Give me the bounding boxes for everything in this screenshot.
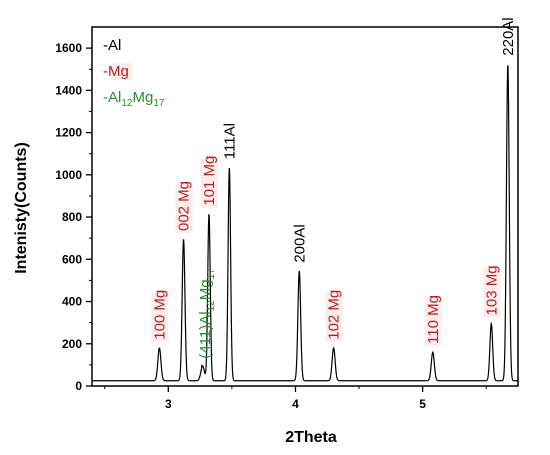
legend-mid: Mg (132, 89, 153, 106)
peak-annotation: 200Al (291, 224, 308, 262)
peak-label: 103 Mg (483, 265, 500, 315)
x-axis-label: 2Theta (285, 429, 337, 446)
legend-entry: -Mg (103, 63, 129, 80)
peak-label: 111Al (221, 123, 238, 159)
y-tick-label: 1400 (55, 83, 82, 97)
peak-annotation: 111Al (221, 123, 238, 159)
peak-label: 200Al (291, 224, 308, 262)
x-tick-label: 4 (292, 397, 299, 411)
legend-sub2: 17 (153, 98, 165, 109)
x-tick-label: 5 (419, 397, 426, 411)
peak-annotation: 110 Mg (424, 295, 442, 346)
legend: -Al-Mg-Al12Mg17 (103, 37, 165, 109)
peak-label: 100 Mg (151, 290, 168, 340)
x-axis: 3 4 5 (104, 386, 487, 411)
al12mg17-prefix: (411)Al (197, 311, 214, 358)
peak-label-bg (175, 183, 193, 234)
peak-annotation: 103 Mg (483, 265, 501, 318)
al12mg17-annotation: (411)Al12Mg17 (197, 268, 217, 359)
peak-label-bg (151, 292, 169, 342)
peak-annotation: 220Al (500, 17, 517, 55)
y-tick-label: 200 (62, 337, 82, 351)
peak-label-bg (200, 158, 218, 208)
peak-annotation: 102 Mg (325, 290, 343, 342)
legend-prefix: -Al (103, 89, 121, 106)
peak-label-bg (483, 268, 501, 318)
legend-entry-bg (111, 63, 132, 80)
peak-annotation: 002 Mg (175, 181, 193, 234)
y-tick-label: 1600 (55, 41, 82, 55)
al12mg17-pointer (200, 364, 203, 368)
peak-annotation: 100 Mg (151, 290, 169, 342)
peak-label-bg (325, 292, 343, 342)
y-axis-label: Intenisty(Counts) (13, 142, 30, 274)
diffraction-series-line (92, 65, 518, 382)
al12mg17-label: (411)Al12Mg17 (197, 268, 217, 359)
y-axis: 0 200 400 600 800 1000 1200 1400 1600 (55, 41, 92, 393)
y-tick-label: 800 (62, 210, 82, 224)
y-tick-label: 600 (62, 252, 82, 266)
x-tick-label: 3 (165, 397, 172, 411)
peak-annotation: 101 Mg (200, 156, 218, 208)
y-tick-label: 1000 (55, 168, 82, 182)
peak-label: 220Al (500, 17, 517, 55)
y-tick-label: 1200 (55, 126, 82, 140)
legend-entry: -Al (103, 37, 121, 54)
peak-label: 102 Mg (326, 290, 343, 340)
plot-border (91, 26, 519, 387)
peak-label-bg (424, 296, 442, 346)
al12mg17-sub2: 17 (206, 268, 217, 280)
peak-label: 002 Mg (176, 181, 193, 231)
y-tick-label: 0 (75, 379, 82, 393)
al12mg17-sub1: 12 (206, 300, 217, 312)
plot-frame (91, 26, 519, 387)
legend-sub1: 12 (121, 98, 133, 109)
al12mg17-mid: Mg (197, 279, 214, 300)
peak-label: 110 Mg (425, 295, 442, 344)
y-tick-label: 400 (62, 295, 82, 309)
legend-entry: -Al12Mg17 (103, 89, 165, 109)
peak-label: 101 Mg (201, 156, 218, 206)
